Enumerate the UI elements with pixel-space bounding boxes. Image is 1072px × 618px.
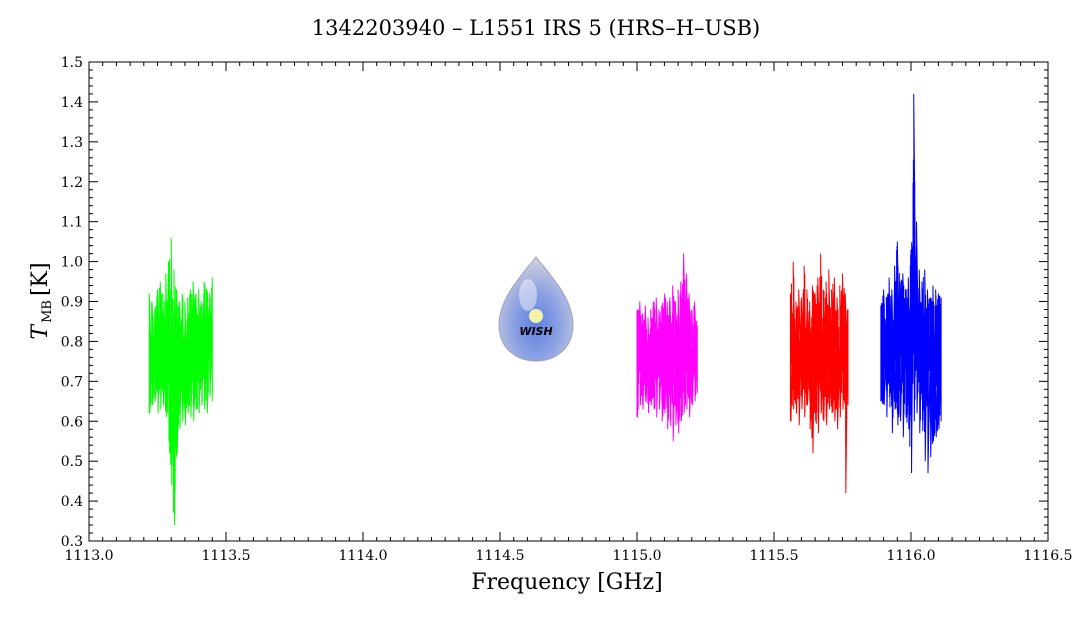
logo-text: WISH bbox=[519, 325, 552, 338]
tick-labels: 1113.0 1113.5 1114.0 1114.5 1115.0 1115.5 1116… bbox=[61, 55, 1072, 564]
series-group bbox=[148, 93, 942, 526]
y-tick-label: 0.5 bbox=[61, 454, 83, 470]
y-tick-label: 1.3 bbox=[61, 135, 83, 151]
svg-text:TMB[K]: TMB [K] bbox=[28, 262, 55, 339]
y-tick-label: 0.9 bbox=[61, 295, 83, 311]
y-tick-label: 0.7 bbox=[61, 374, 83, 390]
y-tick-label: 1.4 bbox=[61, 95, 83, 111]
x-tick-label: 1116.0 bbox=[887, 548, 936, 564]
spectrum-series-1 bbox=[148, 237, 213, 526]
logo-highlight bbox=[519, 279, 537, 311]
y-axis-label-main: T bbox=[28, 323, 53, 340]
y-tick-label: 1.5 bbox=[61, 55, 83, 71]
y-tick-label: 0.8 bbox=[61, 334, 83, 350]
plot-frame bbox=[88, 61, 1049, 542]
x-tick-label: 1115.5 bbox=[750, 548, 799, 564]
axis-ticks bbox=[88, 61, 1049, 542]
chart-title: 1342203940 – L1551 IRS 5 (HRS–H–USB) bbox=[311, 16, 761, 40]
x-tick-label: 1116.5 bbox=[1024, 548, 1072, 564]
spectrum-series-4 bbox=[880, 93, 942, 474]
y-tick-label: 0.6 bbox=[61, 414, 83, 430]
y-axis-label: TMB [K] bbox=[28, 262, 55, 339]
x-tick-label: 1114.0 bbox=[339, 548, 388, 564]
x-tick-label: 1113.5 bbox=[202, 548, 251, 564]
y-tick-label: 0.4 bbox=[61, 494, 83, 510]
y-tick-label: 1.0 bbox=[61, 255, 83, 271]
logo-star bbox=[529, 309, 543, 323]
y-tick-label: 1.2 bbox=[61, 175, 83, 191]
x-tick-label: 1114.5 bbox=[476, 548, 525, 564]
spectrum-series-2 bbox=[636, 253, 698, 442]
y-tick-label: 0.3 bbox=[61, 534, 83, 550]
y-axis-label-sub: MB bbox=[40, 300, 55, 323]
spectrum-series-3 bbox=[789, 253, 849, 494]
y-axis-label-unit: [K] bbox=[28, 262, 53, 296]
x-axis-label: Frequency [GHz] bbox=[471, 570, 663, 595]
x-tick-label: 1113.0 bbox=[65, 548, 114, 564]
wish-logo: WISH bbox=[498, 256, 574, 362]
x-tick-label: 1115.0 bbox=[613, 548, 662, 564]
y-tick-label: 1.1 bbox=[61, 215, 83, 231]
